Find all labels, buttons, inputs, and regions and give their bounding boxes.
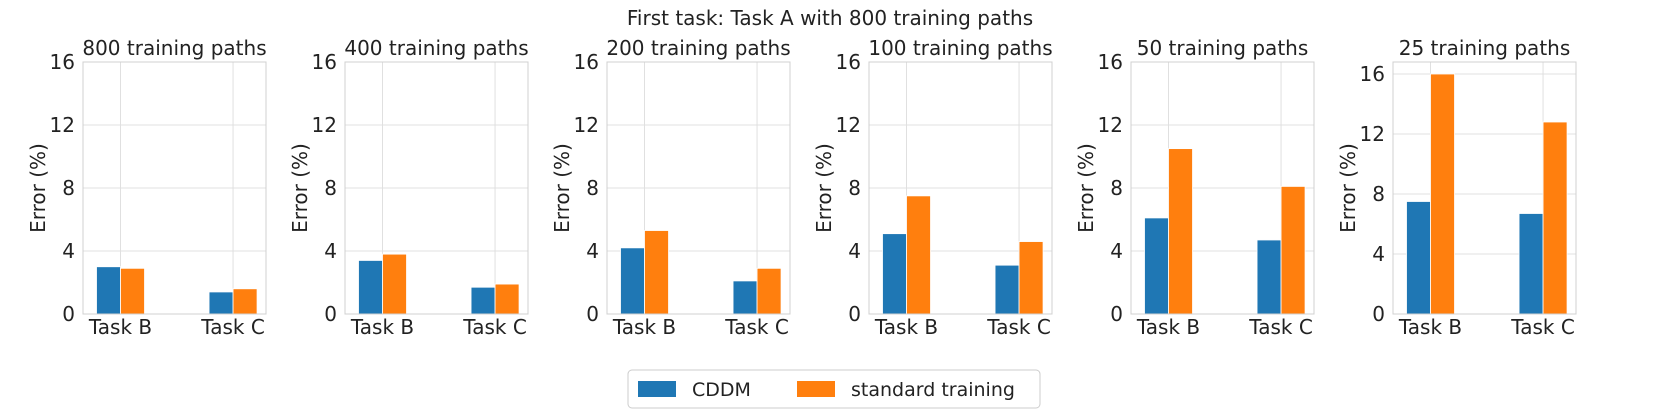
bar-standard-training-task-b — [906, 195, 931, 315]
y-tick-label: 0 — [848, 302, 861, 326]
y-axis-label: Error (%) — [26, 143, 50, 233]
x-tick-label: Task C — [724, 315, 789, 339]
figure-suptitle: First task: Task A with 800 training pat… — [627, 6, 1033, 30]
y-axis-label: Error (%) — [812, 143, 836, 233]
y-tick-label: 0 — [324, 302, 337, 326]
y-tick-label: 12 — [1360, 122, 1385, 146]
bar-cddm-task-c — [994, 264, 1020, 315]
y-tick-label: 0 — [586, 302, 599, 326]
legend-label-standard-training: standard training — [851, 379, 1015, 401]
bar-standard-training-task-b — [120, 267, 145, 315]
x-tick-label: Task B — [350, 315, 414, 339]
bar-cddm-task-b — [882, 233, 907, 315]
axes-frame — [344, 61, 529, 315]
bar-cddm-task-c — [732, 280, 758, 315]
chart-title: 50 training paths — [1137, 36, 1309, 60]
y-tick-label: 16 — [574, 50, 599, 74]
y-axis-label: Error (%) — [288, 143, 312, 233]
y-tick-label: 12 — [574, 113, 599, 137]
axes-frame — [868, 61, 1053, 315]
y-tick-label: 16 — [1360, 62, 1385, 86]
y-tick-label: 12 — [312, 113, 337, 137]
chart-title: 200 training paths — [606, 36, 790, 60]
x-tick-label: Task C — [200, 315, 265, 339]
y-axis-label: Error (%) — [1336, 143, 1360, 233]
bar-standard-training-task-b — [1168, 148, 1193, 315]
y-tick-label: 12 — [50, 113, 75, 137]
chart-panel-1: 0 4 8 12 16 Task B Task C 800 training paths Err… — [26, 36, 267, 339]
chart-panel-2: 0 4 8 12 16 Task B Task C 400 training paths Err… — [288, 36, 529, 339]
bar-standard-training-task-c — [494, 283, 520, 315]
legend-swatch-cddm — [638, 381, 676, 397]
bar-standard-training-task-c — [232, 288, 258, 315]
x-tick-label: Task C — [1248, 315, 1313, 339]
y-tick-label: 8 — [62, 176, 75, 200]
x-tick-label: Task B — [612, 315, 676, 339]
chart-title: 400 training paths — [344, 36, 528, 60]
bar-standard-training-task-c — [1280, 186, 1306, 315]
chart-panel-5: 0 4 8 12 16 Task B Task C 50 training paths Erro… — [1074, 36, 1315, 339]
chart-title: 800 training paths — [82, 36, 266, 60]
y-tick-label: 16 — [1098, 50, 1123, 74]
y-tick-label: 0 — [1372, 302, 1385, 326]
chart-title: 100 training paths — [868, 36, 1052, 60]
chart-panel-6: 0 4 8 12 16 Task B Task C 25 training paths Erro… — [1336, 36, 1577, 339]
bar-standard-training-task-b — [382, 253, 407, 315]
x-tick-label: Task B — [874, 315, 938, 339]
axes-frame — [82, 61, 267, 315]
bar-standard-training-task-c — [1018, 241, 1044, 315]
y-axis-label: Error (%) — [1074, 143, 1098, 233]
y-tick-label: 8 — [324, 176, 337, 200]
x-tick-label: Task B — [88, 315, 152, 339]
y-tick-label: 8 — [1110, 176, 1123, 200]
bar-cddm-task-c — [1256, 239, 1282, 315]
legend-swatch-standard-training — [797, 381, 835, 397]
x-tick-label: Task C — [462, 315, 527, 339]
y-tick-label: 4 — [1110, 239, 1123, 263]
x-tick-label: Task C — [986, 315, 1051, 339]
y-tick-label: 16 — [50, 50, 75, 74]
y-tick-label: 8 — [848, 176, 861, 200]
y-tick-label: 0 — [1110, 302, 1123, 326]
y-tick-label: 4 — [324, 239, 337, 263]
y-tick-label: 0 — [62, 302, 75, 326]
x-tick-label: Task B — [1136, 315, 1200, 339]
bar-cddm-task-c — [208, 291, 234, 315]
chart-title: 25 training paths — [1399, 36, 1571, 60]
chart-panel-3: 0 4 8 12 16 Task B Task C 200 training paths Err… — [550, 36, 791, 339]
y-tick-label: 4 — [848, 239, 861, 263]
y-tick-label: 4 — [586, 239, 599, 263]
bar-standard-training-task-c — [1542, 121, 1568, 315]
bar-cddm-task-b — [1144, 217, 1169, 315]
y-tick-label: 12 — [836, 113, 861, 137]
chart-panel-4: 0 4 8 12 16 Task B Task C 100 training paths Err… — [812, 36, 1053, 339]
bar-cddm-task-b — [620, 247, 645, 315]
bar-cddm-task-b — [358, 260, 383, 315]
legend-label-cddm: CDDM — [692, 379, 751, 401]
bar-cddm-task-b — [96, 266, 121, 315]
y-tick-label: 8 — [1372, 182, 1385, 206]
y-tick-label: 12 — [1098, 113, 1123, 137]
bar-cddm-task-c — [1518, 213, 1544, 315]
axes-frame — [606, 61, 791, 315]
y-tick-label: 4 — [1372, 242, 1385, 266]
chart-panels: 0 4 8 12 16 Task B Task C 800 training paths Err… — [26, 36, 1577, 339]
x-tick-label: Task B — [1398, 315, 1462, 339]
y-tick-label: 16 — [312, 50, 337, 74]
y-axis-label: Error (%) — [550, 143, 574, 233]
bar-standard-training-task-b — [1430, 73, 1455, 315]
y-tick-label: 8 — [586, 176, 599, 200]
bar-cddm-task-c — [470, 286, 496, 315]
bar-standard-training-task-b — [644, 230, 669, 315]
bar-cddm-task-b — [1406, 201, 1431, 315]
legend: CDDM standard training — [627, 369, 1041, 409]
y-tick-label: 4 — [62, 239, 75, 263]
axes-frame — [1392, 61, 1577, 315]
y-tick-label: 16 — [836, 50, 861, 74]
x-tick-label: Task C — [1510, 315, 1575, 339]
bar-standard-training-task-c — [756, 267, 782, 315]
axes-frame — [1130, 61, 1315, 315]
